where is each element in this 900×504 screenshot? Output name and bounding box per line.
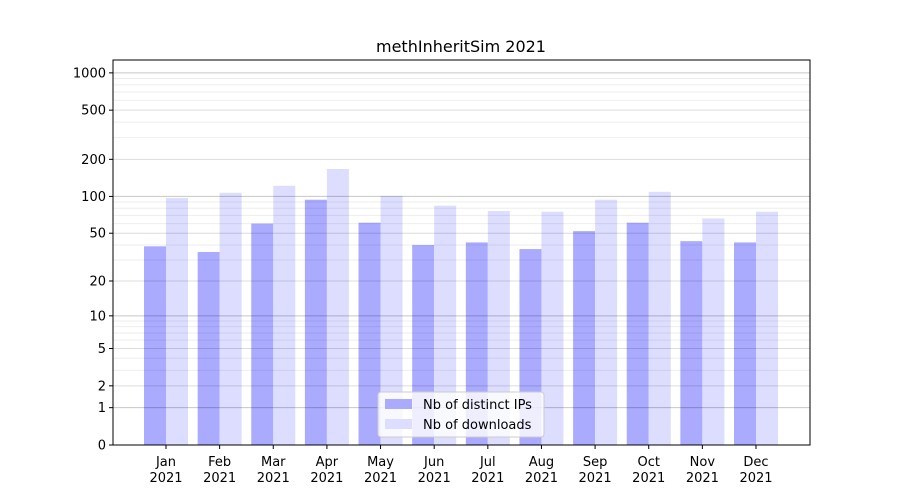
bar-ips xyxy=(573,231,596,445)
bar-downloads xyxy=(166,198,188,445)
x-tick-label: Aug 2021 xyxy=(525,455,558,486)
legend-label: Nb of distinct IPs xyxy=(423,398,532,413)
y-axis: 0 1 2 5 10 20 50 100 200 500 1000 xyxy=(73,66,113,454)
x-tick-label: Jun 2021 xyxy=(418,455,451,486)
bar-ips xyxy=(251,223,274,445)
bar-ips xyxy=(304,199,327,445)
y-tick-label: 1000 xyxy=(73,66,106,81)
bar-downloads xyxy=(595,199,618,445)
chart-title: methInheritSim 2021 xyxy=(376,37,546,56)
legend: Nb of distinct IPs Nb of downloads xyxy=(377,391,545,438)
bar-ips xyxy=(197,251,220,445)
x-tick-label: May 2021 xyxy=(364,455,397,486)
plot-frame xyxy=(112,59,811,446)
x-tick-label: Sep 2021 xyxy=(579,455,612,486)
y-tick-label: 1 xyxy=(98,401,106,416)
y-tick-label: 50 xyxy=(89,227,106,242)
bar-ips xyxy=(626,222,649,445)
legend-box xyxy=(377,391,545,438)
bar-downloads xyxy=(487,211,510,445)
y-tick-label: 20 xyxy=(89,275,106,290)
bar-ips xyxy=(358,222,381,445)
bar-ips xyxy=(734,242,756,445)
x-tick-label: Jul 2021 xyxy=(471,455,504,486)
x-tick-label: Apr 2021 xyxy=(310,455,343,486)
y-tick-label: 0 xyxy=(98,439,106,454)
legend-swatch xyxy=(385,419,412,429)
bar-ips xyxy=(680,241,703,445)
y-tick-label: 100 xyxy=(81,190,106,205)
y-tick-label: 200 xyxy=(81,153,106,168)
y-tick-label: 5 xyxy=(98,342,106,357)
bar-ips xyxy=(144,246,166,445)
x-tick-label: Jan 2021 xyxy=(149,455,182,486)
bar-downloads xyxy=(434,205,457,445)
legend-label: Nb of downloads xyxy=(423,418,532,433)
x-tick-label: Oct 2021 xyxy=(632,455,665,486)
bar-downloads xyxy=(326,169,349,445)
legend-swatch xyxy=(385,399,412,409)
x-tick-label: Mar 2021 xyxy=(257,455,290,486)
bar-downloads xyxy=(541,211,564,445)
grid-overlay xyxy=(113,72,810,446)
bar-downloads xyxy=(756,211,778,445)
x-axis: Jan 2021 Feb 2021 Mar 2021 Apr 2021 May 2021 Jun 20… xyxy=(149,445,773,486)
bar-downloads xyxy=(273,185,296,446)
bar-downloads xyxy=(702,218,725,445)
y-tick-label: 2 xyxy=(98,379,106,394)
bar-downloads xyxy=(219,192,242,445)
x-tick-label: Dec 2021 xyxy=(739,455,772,486)
y-tick-label: 10 xyxy=(89,309,106,324)
bar-downloads xyxy=(380,195,403,445)
bar-downloads xyxy=(648,191,671,445)
y-tick-label: 500 xyxy=(81,104,106,119)
x-tick-label: Feb 2021 xyxy=(203,455,236,486)
x-tick-label: Nov 2021 xyxy=(686,455,719,486)
